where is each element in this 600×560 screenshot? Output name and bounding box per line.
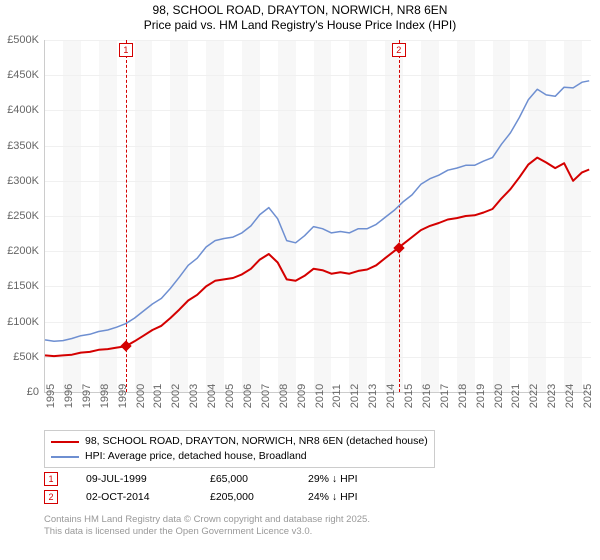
y-axis-label: £0 xyxy=(27,386,39,398)
sales-row: 1 09-JUL-1999 £65,000 29% ↓ HPI xyxy=(44,470,358,488)
attribution: Contains HM Land Registry data © Crown c… xyxy=(44,514,370,538)
attribution-line-2: This data is licensed under the Open Gov… xyxy=(44,526,370,538)
sales-row-date: 02-OCT-2014 xyxy=(86,491,182,503)
legend-item: HPI: Average price, detached house, Broa… xyxy=(51,449,428,464)
y-axis-label: £150K xyxy=(7,280,39,292)
y-axis-label: £350K xyxy=(7,140,39,152)
sales-row-delta: 24% ↓ HPI xyxy=(308,491,358,503)
title-line-2: Price paid vs. HM Land Registry's House … xyxy=(0,18,600,33)
chart-plot-area: £0£50K£100K£150K£200K£250K£300K£350K£400… xyxy=(44,40,591,393)
chart-title: 98, SCHOOL ROAD, DRAYTON, NORWICH, NR8 6… xyxy=(0,0,600,33)
y-axis-label: £100K xyxy=(7,316,39,328)
y-axis-label: £50K xyxy=(13,351,39,363)
sales-row-date: 09-JUL-1999 xyxy=(86,473,182,485)
y-axis-label: £200K xyxy=(7,245,39,257)
title-line-1: 98, SCHOOL ROAD, DRAYTON, NORWICH, NR8 6… xyxy=(0,3,600,18)
sales-row: 2 02-OCT-2014 £205,000 24% ↓ HPI xyxy=(44,488,358,506)
y-axis-label: £400K xyxy=(7,104,39,116)
series-hpi xyxy=(45,81,589,342)
sales-row-marker: 1 xyxy=(44,472,58,486)
attribution-line-1: Contains HM Land Registry data © Crown c… xyxy=(44,514,370,526)
legend-item: 98, SCHOOL ROAD, DRAYTON, NORWICH, NR8 6… xyxy=(51,434,428,449)
sales-row-price: £65,000 xyxy=(210,473,280,485)
legend-label: 98, SCHOOL ROAD, DRAYTON, NORWICH, NR8 6… xyxy=(85,434,428,449)
sales-row-delta: 29% ↓ HPI xyxy=(308,473,358,485)
legend: 98, SCHOOL ROAD, DRAYTON, NORWICH, NR8 6… xyxy=(44,430,435,468)
series-property xyxy=(45,158,589,357)
sales-row-marker: 2 xyxy=(44,490,58,504)
y-axis-label: £250K xyxy=(7,210,39,222)
legend-label: HPI: Average price, detached house, Broa… xyxy=(85,449,307,464)
legend-swatch xyxy=(51,441,79,443)
y-axis-label: £300K xyxy=(7,175,39,187)
legend-swatch xyxy=(51,456,79,458)
sales-table: 1 09-JUL-1999 £65,000 29% ↓ HPI 2 02-OCT-2014… xyxy=(44,470,358,506)
y-axis-label: £500K xyxy=(7,34,39,46)
y-axis-label: £450K xyxy=(7,69,39,81)
series-layer xyxy=(45,40,591,392)
sales-row-price: £205,000 xyxy=(210,491,280,503)
